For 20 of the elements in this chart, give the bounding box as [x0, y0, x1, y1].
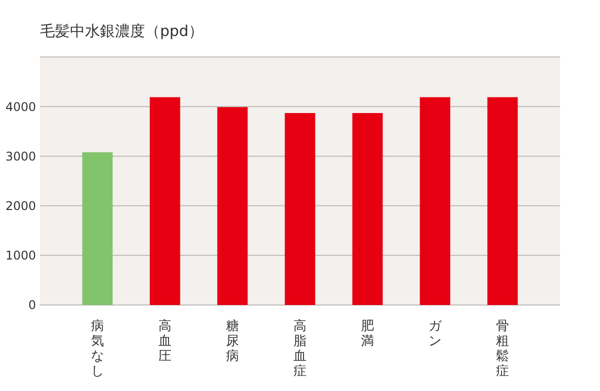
bar: [487, 97, 518, 305]
bar: [284, 113, 316, 305]
y-tick-label: 2000: [5, 199, 36, 213]
x-tick-label: ガン: [428, 319, 443, 349]
bar: [150, 97, 180, 305]
chart-title: 毛髪中水銀濃度（ppd）: [40, 22, 204, 40]
bar: [217, 107, 248, 305]
y-tick-label: 3000: [5, 149, 36, 164]
y-tick-label: 4000: [5, 100, 36, 114]
x-tick-label: 病気なし: [90, 319, 104, 379]
bar: [420, 97, 450, 305]
x-tick-label: 糖尿病: [226, 319, 239, 364]
x-tick-label: 骨粗鬆症: [496, 319, 510, 379]
y-tick-label: 0: [28, 298, 36, 312]
x-tick-label: 肥満: [361, 319, 374, 349]
y-tick-label: 1000: [5, 248, 36, 263]
x-tick-label: 高脂血症: [294, 318, 306, 379]
x-tick-label: 高血圧: [158, 318, 172, 364]
bar: [352, 113, 383, 305]
bar: [82, 152, 113, 305]
